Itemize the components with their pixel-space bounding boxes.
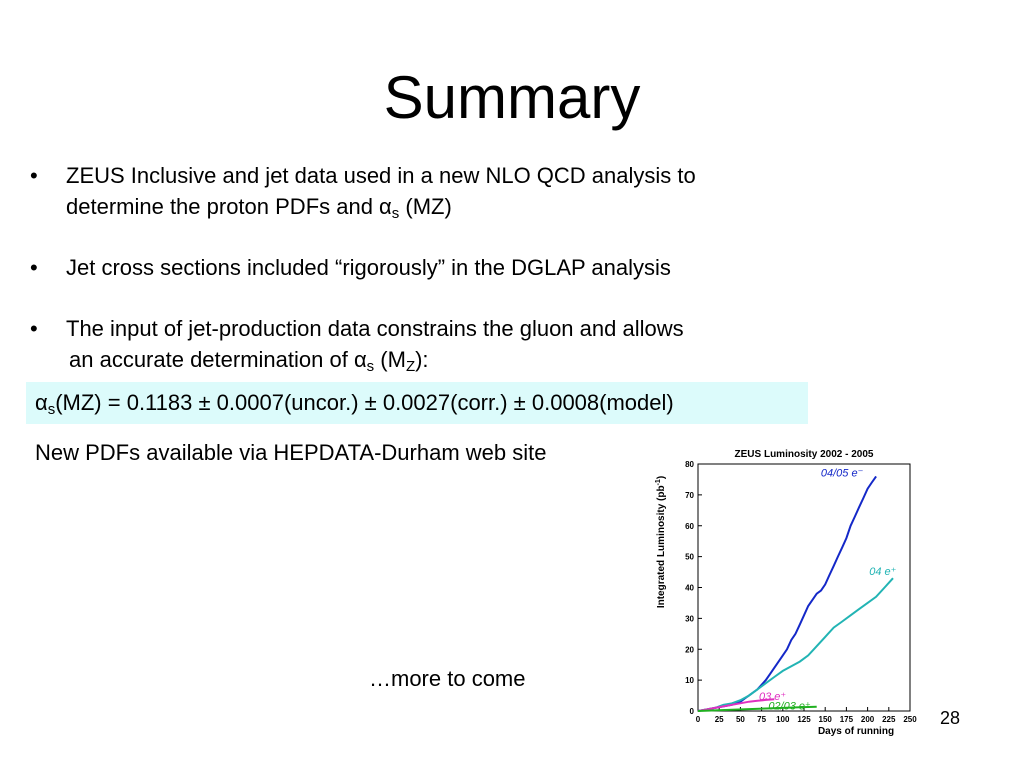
- y-tick-label: 10: [685, 676, 694, 685]
- more-to-come-note: …more to come: [369, 666, 526, 691]
- bullet-2-line1: Jet cross sections included “rigorously”…: [66, 255, 671, 280]
- bullet-glyph: •: [30, 316, 38, 341]
- y-tick-label: 80: [685, 460, 694, 469]
- series-lines: [697, 475, 894, 712]
- series-label: 03 e⁺: [759, 691, 786, 703]
- x-tick-label: 100: [776, 715, 790, 724]
- y-tick-label: 70: [685, 491, 694, 500]
- slide-title: Summary: [383, 64, 641, 131]
- chart-title: ZEUS Luminosity 2002 - 2005: [735, 449, 874, 460]
- y-tick-label: 30: [685, 614, 694, 623]
- luminosity-chart: ZEUS Luminosity 2002 - 2005 Days of runn…: [655, 449, 917, 737]
- series-labels: 04/05 e⁻ 04 e⁺ 03 e⁺02/03 e⁺: [759, 467, 897, 712]
- pdf-availability-note: New PDFs available via HEPDATA-Durham we…: [35, 440, 547, 465]
- series-line: [697, 475, 877, 712]
- y-tick-label: 50: [685, 553, 694, 562]
- bullet-1-line2: determine the proton PDFs and αs (MZ): [66, 194, 452, 222]
- x-tick-label: 200: [861, 715, 875, 724]
- bullet-1-line1: ZEUS Inclusive and jet data used in a ne…: [66, 163, 696, 188]
- series-line: [697, 698, 775, 712]
- series-label: 04/05 e⁻: [821, 467, 864, 479]
- x-tick-label: 250: [903, 715, 917, 724]
- chart-ylabel: Integrated Luminosity (pb-1): [655, 476, 667, 608]
- x-tick-label: 25: [715, 715, 724, 724]
- x-tick-label: 0: [696, 715, 701, 724]
- bullet-glyph: •: [30, 255, 38, 280]
- x-tick-label: 125: [797, 715, 811, 724]
- y-tick-label: 20: [685, 645, 694, 654]
- chart-xlabel: Days of running: [818, 726, 894, 737]
- chart-frame: [697, 463, 911, 712]
- x-tick-label: 75: [757, 715, 766, 724]
- y-tick-label: 60: [685, 522, 694, 531]
- x-tick-label: 50: [736, 715, 745, 724]
- bullet-3-line1: The input of jet-production data constra…: [66, 316, 684, 341]
- bullet-glyph: •: [30, 163, 38, 188]
- bullet-list: • ZEUS Inclusive and jet data used in a …: [30, 160, 820, 405]
- bullet-item-1: • ZEUS Inclusive and jet data used in a …: [30, 160, 820, 222]
- axis-ticks: 0 25 50 75 100 125 150 175 200 225 250 0 10 20 30 40 50 6…: [685, 460, 917, 724]
- series-label: 04 e⁺: [869, 566, 896, 578]
- x-tick-label: 225: [882, 715, 896, 724]
- bullet-item-2: • Jet cross sections included “rigorousl…: [30, 252, 820, 283]
- page-number: 28: [940, 708, 961, 728]
- y-tick-label: 0: [690, 707, 695, 716]
- bullet-item-3: • The input of jet-production data const…: [30, 313, 820, 375]
- x-tick-label: 150: [819, 715, 833, 724]
- x-tick-label: 175: [840, 715, 854, 724]
- y-tick-label: 40: [685, 584, 694, 593]
- alpha-s-formula: αs(MZ) = 0.1183 ± 0.0007(uncor.) ± 0.002…: [26, 382, 808, 424]
- bullet-3-line2: an accurate determination of αs (MZ):: [69, 347, 429, 375]
- series-line: [697, 705, 817, 712]
- series-line: [697, 577, 894, 712]
- series-label: 02/03 e⁺: [768, 700, 811, 712]
